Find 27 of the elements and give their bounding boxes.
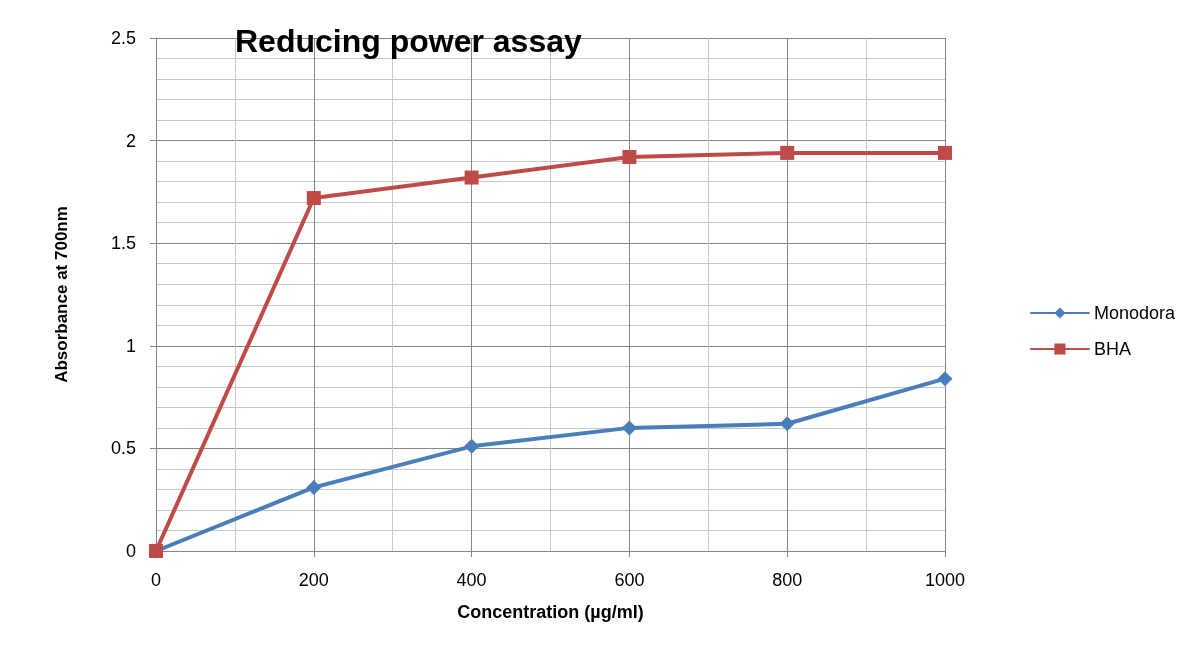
y-tick-label: 0	[125, 541, 136, 561]
point	[621, 420, 637, 436]
x-tick-label: 200	[298, 570, 329, 590]
x-axis-title: Concentration (µg/ml)	[457, 602, 644, 622]
x-tick-label: 1000	[924, 570, 966, 590]
y-tick-label: 1	[125, 335, 136, 356]
point	[464, 438, 480, 454]
y-tick-label: 1.5	[110, 233, 136, 254]
x-tick-label: 600	[614, 570, 645, 590]
point	[938, 145, 952, 160]
point	[780, 145, 795, 160]
x-tick-label: 0	[150, 570, 162, 590]
y-tick-label: 2	[125, 130, 136, 151]
point	[306, 479, 322, 495]
point	[306, 191, 321, 206]
chart-title: Reducing power assay	[235, 23, 582, 59]
point	[622, 150, 637, 165]
y-tick-label: 0.5	[110, 438, 136, 459]
point	[464, 170, 479, 185]
legend-label: BHA	[1093, 339, 1131, 359]
y-tick-label: 2.5	[110, 28, 136, 48]
point	[937, 371, 953, 387]
x-tick-label: 800	[772, 570, 803, 590]
x-tick-label: 400	[456, 570, 487, 590]
point	[779, 416, 795, 432]
y-axis-title: Absorbance at 700nm	[52, 206, 71, 383]
legend-label: Monodora	[1093, 303, 1176, 323]
